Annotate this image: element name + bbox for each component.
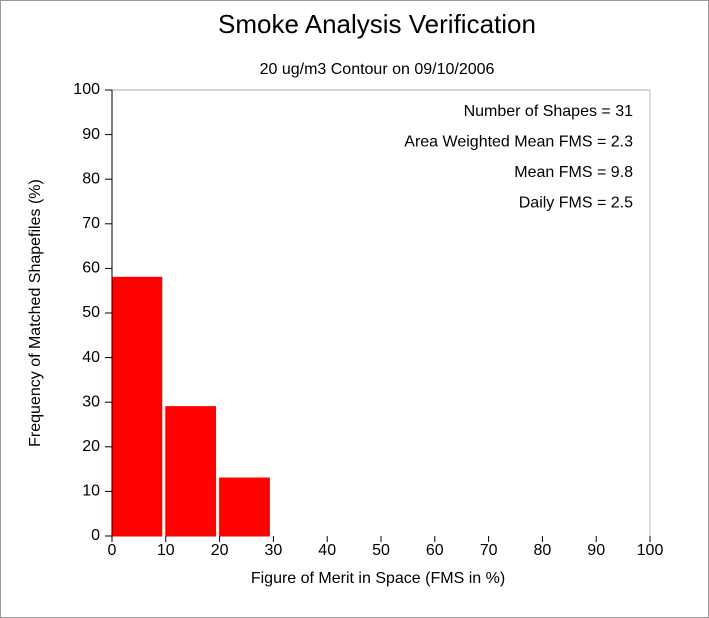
annotation: Number of Shapes = 31 (464, 103, 634, 120)
x-tick-label: 80 (534, 542, 552, 559)
x-tick-label: 100 (637, 542, 664, 559)
annotation: Area Weighted Mean FMS = 2.3 (404, 134, 633, 151)
x-tick-label: 10 (157, 542, 175, 559)
bar (219, 477, 270, 537)
y-tick-label: 90 (82, 126, 100, 143)
y-tick-label: 10 (82, 483, 100, 500)
y-tick-label: 40 (82, 349, 100, 366)
y-tick-label: 0 (91, 527, 100, 544)
annotation: Mean FMS = 9.8 (514, 164, 633, 181)
x-tick-label: 20 (211, 542, 229, 559)
x-tick-label: 30 (265, 542, 283, 559)
chart-title: Smoke Analysis Verification (218, 9, 536, 39)
chart-subtitle: 20 ug/m3 Contour on 09/10/2006 (260, 61, 495, 78)
x-tick-label: 0 (108, 542, 117, 559)
x-tick-label: 60 (426, 542, 444, 559)
bar (165, 406, 217, 537)
y-axis-label: Frequency of Matched Shapefiles (%) (27, 179, 44, 447)
x-tick-label: 70 (480, 542, 498, 559)
y-tick-label: 100 (73, 81, 100, 98)
annotation: Daily FMS = 2.5 (519, 195, 633, 212)
x-tick-label: 40 (318, 542, 336, 559)
bar (111, 276, 163, 537)
x-axis-label: Figure of Merit in Space (FMS in %) (251, 570, 505, 587)
y-tick-label: 80 (82, 170, 100, 187)
y-tick-label: 30 (82, 393, 100, 410)
y-tick-label: 20 (82, 438, 100, 455)
y-tick-label: 60 (82, 260, 100, 277)
x-tick-label: 50 (372, 542, 390, 559)
y-tick-label: 50 (82, 304, 100, 321)
x-tick-label: 90 (587, 542, 605, 559)
y-tick-label: 70 (82, 215, 100, 232)
